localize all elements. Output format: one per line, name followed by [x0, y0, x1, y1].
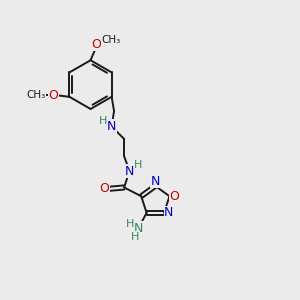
Text: O: O [49, 89, 58, 102]
Text: O: O [99, 182, 109, 195]
Text: CH₃: CH₃ [102, 35, 121, 45]
Text: H: H [130, 232, 139, 242]
Text: O: O [169, 190, 179, 203]
Text: N: N [125, 165, 134, 178]
Text: N: N [151, 175, 160, 188]
Text: N: N [134, 222, 143, 235]
Text: H: H [126, 219, 134, 229]
Text: H: H [99, 116, 107, 126]
Text: N: N [107, 120, 116, 133]
Text: H: H [134, 160, 142, 170]
Text: CH₃: CH₃ [26, 90, 45, 100]
Text: N: N [164, 206, 173, 219]
Text: O: O [91, 38, 101, 51]
